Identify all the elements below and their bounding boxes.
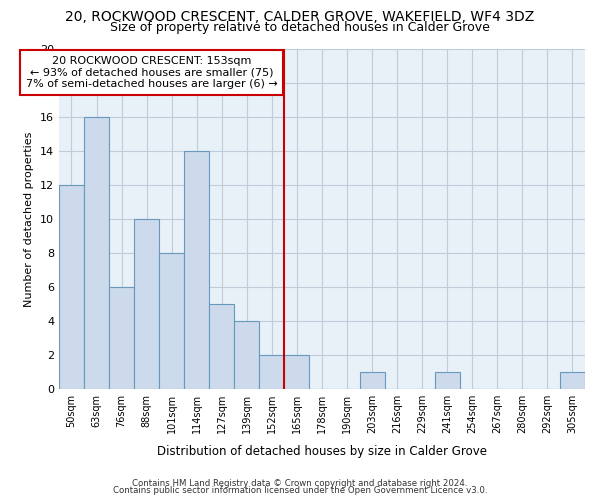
Y-axis label: Number of detached properties: Number of detached properties <box>25 132 34 307</box>
Bar <box>59 185 84 389</box>
Bar <box>284 355 310 389</box>
Bar <box>560 372 585 389</box>
Text: Size of property relative to detached houses in Calder Grove: Size of property relative to detached ho… <box>110 21 490 34</box>
Bar <box>109 287 134 389</box>
Text: Contains public sector information licensed under the Open Government Licence v3: Contains public sector information licen… <box>113 486 487 495</box>
Text: 20, ROCKWOOD CRESCENT, CALDER GROVE, WAKEFIELD, WF4 3DZ: 20, ROCKWOOD CRESCENT, CALDER GROVE, WAK… <box>65 10 535 24</box>
Bar <box>84 117 109 389</box>
Text: Contains HM Land Registry data © Crown copyright and database right 2024.: Contains HM Land Registry data © Crown c… <box>132 478 468 488</box>
X-axis label: Distribution of detached houses by size in Calder Grove: Distribution of detached houses by size … <box>157 444 487 458</box>
Bar <box>359 372 385 389</box>
Bar <box>259 355 284 389</box>
Bar <box>184 151 209 389</box>
Bar <box>159 253 184 389</box>
Bar <box>134 219 159 389</box>
Bar <box>234 321 259 389</box>
Text: 20 ROCKWOOD CRESCENT: 153sqm
← 93% of detached houses are smaller (75)
7% of sem: 20 ROCKWOOD CRESCENT: 153sqm ← 93% of de… <box>26 56 278 89</box>
Bar <box>434 372 460 389</box>
Bar <box>209 304 234 389</box>
